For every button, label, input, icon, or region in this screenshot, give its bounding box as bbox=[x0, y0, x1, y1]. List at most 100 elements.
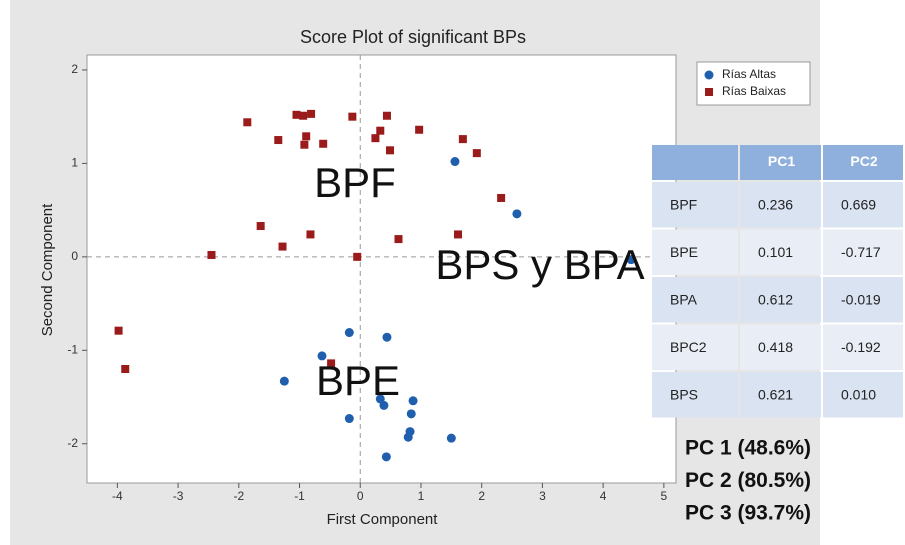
y-tick-label: 2 bbox=[71, 62, 78, 76]
point bbox=[458, 135, 467, 144]
point bbox=[394, 235, 403, 244]
point bbox=[121, 364, 130, 373]
legend bbox=[696, 61, 811, 106]
table-cell bbox=[823, 372, 903, 418]
x-tick-label: 2 bbox=[478, 489, 485, 503]
table-header: PC2 bbox=[850, 153, 877, 169]
x-tick-label: 5 bbox=[661, 489, 668, 503]
point bbox=[382, 332, 392, 342]
table-header-cell bbox=[823, 145, 903, 180]
point bbox=[353, 252, 362, 261]
table-cell-text: 0.621 bbox=[758, 386, 793, 402]
y-axis-label: Second Component bbox=[39, 203, 56, 336]
table-cell-text: 0.010 bbox=[841, 386, 876, 402]
table-cell bbox=[740, 182, 821, 228]
table-cell-text: 0.236 bbox=[758, 196, 793, 212]
table-header-cell bbox=[740, 145, 821, 180]
point bbox=[450, 157, 460, 167]
x-tick-label: -3 bbox=[173, 489, 184, 503]
plot-area bbox=[86, 54, 677, 484]
table-cell bbox=[823, 229, 903, 275]
point bbox=[292, 110, 301, 119]
point bbox=[386, 146, 395, 155]
table-cell bbox=[740, 277, 821, 323]
point bbox=[454, 230, 463, 239]
table-cell-text: BPE bbox=[670, 244, 698, 260]
point bbox=[512, 209, 522, 219]
point bbox=[302, 132, 311, 141]
x-tick-label: 3 bbox=[539, 489, 546, 503]
point bbox=[317, 351, 327, 361]
overlay-label: BPE bbox=[316, 357, 400, 404]
y-tick-label: -1 bbox=[67, 342, 78, 356]
point bbox=[274, 136, 283, 145]
point bbox=[114, 326, 123, 335]
point bbox=[256, 222, 265, 231]
table-cell bbox=[652, 372, 738, 418]
overlay-label: BPF bbox=[314, 159, 396, 206]
point bbox=[497, 193, 506, 202]
point bbox=[319, 139, 328, 148]
point bbox=[306, 230, 315, 239]
point bbox=[446, 433, 456, 443]
table-cell bbox=[740, 229, 821, 275]
table-header-cell bbox=[652, 145, 738, 180]
table-cell bbox=[823, 324, 903, 370]
table-cell-text: BPF bbox=[670, 196, 697, 212]
legend-label: Rías Altas bbox=[722, 67, 776, 81]
variance-label: PC 3 (93.7%) bbox=[685, 502, 811, 525]
table-cell-text: BPS bbox=[670, 386, 698, 402]
table-cell-text: -0.019 bbox=[841, 291, 881, 307]
point bbox=[207, 250, 216, 259]
table-header: PC1 bbox=[768, 153, 795, 169]
point bbox=[371, 134, 380, 143]
table-cell-text: BPC2 bbox=[670, 339, 707, 355]
variance-label: PC 1 (48.6%) bbox=[685, 437, 811, 460]
point bbox=[403, 432, 413, 442]
x-tick-label: -4 bbox=[112, 489, 123, 503]
legend-label: Rías Baixas bbox=[722, 84, 786, 98]
point bbox=[472, 149, 481, 158]
y-tick-label: 1 bbox=[71, 156, 78, 170]
point bbox=[344, 414, 354, 424]
table-cell-text: 0.669 bbox=[841, 196, 876, 212]
point bbox=[376, 126, 385, 135]
point bbox=[299, 111, 308, 120]
table-cell bbox=[740, 324, 821, 370]
x-tick-label: -1 bbox=[294, 489, 305, 503]
point bbox=[408, 396, 418, 406]
table-cell-text: BPA bbox=[670, 291, 698, 307]
point bbox=[381, 452, 391, 462]
table-cell bbox=[652, 277, 738, 323]
table-cell bbox=[740, 372, 821, 418]
table-cell bbox=[652, 229, 738, 275]
table-cell-text: 0.418 bbox=[758, 339, 793, 355]
point bbox=[379, 400, 389, 410]
x-tick-label: 4 bbox=[600, 489, 607, 503]
variance-label: PC 2 (80.5%) bbox=[685, 469, 811, 492]
table-cell-text: 0.101 bbox=[758, 244, 793, 260]
point bbox=[406, 409, 416, 419]
table-cell bbox=[823, 182, 903, 228]
point bbox=[307, 109, 316, 118]
table-cell bbox=[652, 324, 738, 370]
table-cell-text: -0.717 bbox=[841, 244, 881, 260]
y-tick-label: -2 bbox=[67, 436, 78, 450]
point bbox=[344, 328, 354, 338]
point bbox=[327, 359, 336, 368]
table-cell bbox=[823, 277, 903, 323]
table-cell-text: 0.612 bbox=[758, 291, 793, 307]
overlay-label: BPS y BPA bbox=[435, 241, 644, 288]
point bbox=[382, 111, 391, 120]
x-tick-label: -2 bbox=[233, 489, 244, 503]
point bbox=[243, 118, 252, 127]
x-tick-label: 1 bbox=[418, 489, 425, 503]
y-tick-label: 0 bbox=[71, 249, 78, 263]
point bbox=[375, 394, 385, 404]
legend-marker bbox=[705, 88, 713, 96]
table-cell-text: -0.192 bbox=[841, 339, 881, 355]
table-cell bbox=[652, 182, 738, 228]
point bbox=[300, 140, 309, 149]
point bbox=[415, 125, 424, 134]
